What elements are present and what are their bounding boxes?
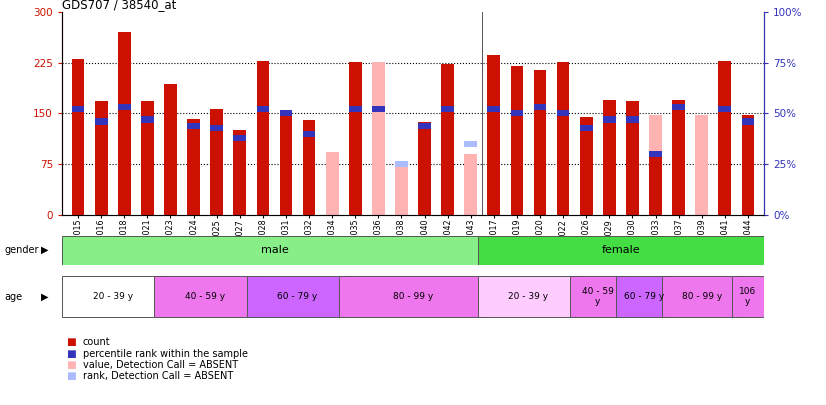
Bar — [257, 107, 269, 113]
Text: age: age — [4, 292, 22, 302]
Bar — [603, 117, 615, 123]
Text: GDS707 / 38540_at: GDS707 / 38540_at — [62, 0, 176, 11]
Bar — [464, 141, 477, 147]
Bar — [557, 111, 569, 117]
Bar — [510, 111, 524, 117]
Bar — [95, 101, 107, 215]
Bar — [649, 151, 662, 157]
Bar — [280, 111, 292, 215]
Text: 60 - 79 y: 60 - 79 y — [624, 292, 664, 301]
Text: 40 - 59 y: 40 - 59 y — [185, 292, 225, 301]
Text: male: male — [260, 245, 288, 255]
Bar — [570, 276, 625, 317]
Bar — [349, 107, 362, 113]
Bar — [372, 62, 385, 215]
Bar — [395, 166, 408, 215]
Text: 60 - 79 y: 60 - 79 y — [278, 292, 318, 301]
Bar — [695, 115, 708, 215]
Text: female: female — [601, 245, 640, 255]
Bar — [302, 130, 316, 137]
Bar — [302, 120, 316, 215]
Bar — [742, 119, 754, 125]
Bar — [649, 115, 662, 215]
Bar — [234, 134, 246, 141]
Bar — [742, 115, 754, 215]
Bar — [72, 107, 84, 113]
Bar — [141, 117, 154, 123]
Bar — [257, 61, 269, 215]
Bar — [62, 276, 164, 317]
Bar — [118, 32, 131, 215]
Bar — [672, 100, 685, 215]
Bar — [649, 151, 662, 215]
Bar — [72, 60, 84, 215]
Text: value, Detection Call = ABSENT: value, Detection Call = ABSENT — [83, 360, 238, 370]
Text: 80 - 99 y: 80 - 99 y — [393, 292, 433, 301]
Text: count: count — [83, 337, 110, 347]
Text: 20 - 39 y: 20 - 39 y — [509, 292, 548, 301]
Text: rank, Detection Call = ABSENT: rank, Detection Call = ABSENT — [83, 371, 233, 381]
Bar — [616, 276, 672, 317]
Bar — [62, 236, 487, 265]
Bar — [580, 117, 592, 215]
Bar — [211, 125, 223, 130]
Text: 80 - 99 y: 80 - 99 y — [681, 292, 722, 301]
Bar — [557, 62, 569, 215]
Bar — [418, 122, 431, 215]
Text: 106
y: 106 y — [739, 287, 757, 306]
Bar — [234, 130, 246, 215]
Bar — [349, 62, 362, 215]
Bar — [211, 109, 223, 215]
Bar — [510, 66, 524, 215]
Bar — [626, 117, 638, 123]
Bar — [395, 161, 408, 167]
Bar — [441, 107, 454, 113]
Bar — [118, 104, 131, 111]
Bar — [141, 101, 154, 215]
Bar — [280, 111, 292, 117]
Text: ▶: ▶ — [41, 245, 49, 255]
Text: ▶: ▶ — [41, 292, 49, 302]
Bar — [477, 236, 764, 265]
Bar — [719, 107, 731, 113]
Bar — [95, 119, 107, 125]
Bar — [662, 276, 741, 317]
Bar — [534, 70, 546, 215]
Bar — [732, 276, 764, 317]
Bar — [339, 276, 487, 317]
Text: ■: ■ — [66, 360, 76, 370]
Bar — [164, 84, 177, 215]
Bar — [154, 276, 256, 317]
Bar — [441, 64, 454, 215]
Bar — [372, 107, 385, 113]
Bar — [672, 104, 685, 111]
Text: gender: gender — [4, 245, 39, 255]
Bar — [626, 100, 638, 215]
Bar — [188, 123, 200, 129]
Bar — [487, 55, 501, 215]
Bar — [487, 107, 501, 113]
Bar — [534, 104, 546, 111]
Bar — [719, 62, 731, 215]
Text: ■: ■ — [66, 349, 76, 358]
Text: percentile rank within the sample: percentile rank within the sample — [83, 349, 248, 358]
Text: ■: ■ — [66, 337, 76, 347]
Bar — [580, 125, 592, 130]
Text: ■: ■ — [66, 371, 76, 381]
Bar — [247, 276, 349, 317]
Bar — [464, 154, 477, 215]
Bar — [477, 276, 579, 317]
Bar — [325, 152, 339, 215]
Bar — [603, 100, 615, 215]
Bar — [188, 119, 200, 215]
Text: 40 - 59
y: 40 - 59 y — [582, 287, 614, 306]
Text: 20 - 39 y: 20 - 39 y — [93, 292, 133, 301]
Bar — [418, 123, 431, 129]
